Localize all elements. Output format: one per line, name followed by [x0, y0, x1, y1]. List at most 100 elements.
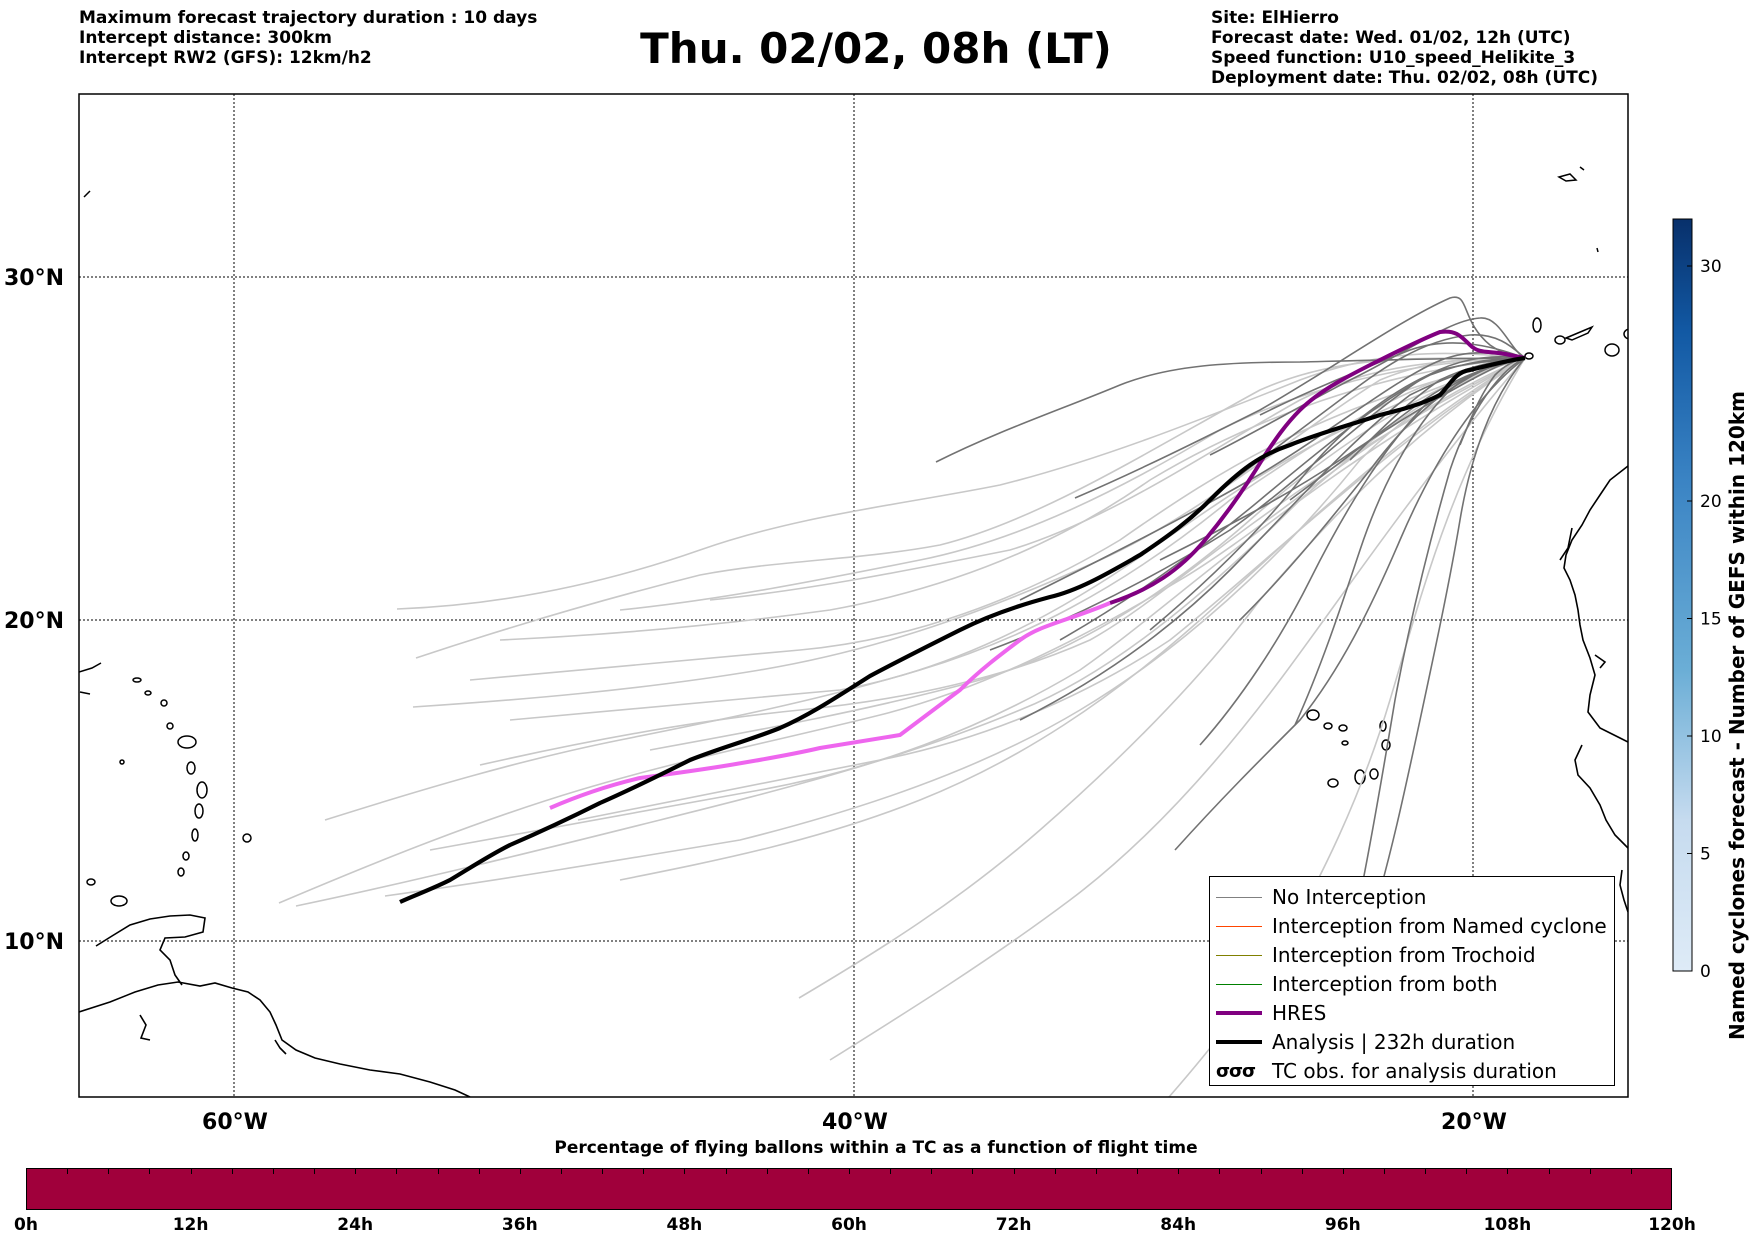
- flight-time-minor-tick: [643, 1169, 645, 1174]
- coastlines: [79, 465, 1628, 1097]
- intercept-rw2-text: Intercept RW2 (GFS): 12km/h2: [79, 48, 372, 68]
- hres-trajectory: [549, 601, 1111, 810]
- max-duration-text: Maximum forecast trajectory duration : 1…: [79, 8, 538, 28]
- flight-time-minor-tick: [1178, 1169, 1180, 1174]
- flight-time-minor-tick: [1260, 1169, 1262, 1174]
- flight-time-tick-label: 0h: [14, 1215, 38, 1235]
- ensemble-trajectories-light: [278, 352, 1526, 1097]
- legend-label: TC obs. for analysis duration: [1272, 1059, 1557, 1083]
- lon-label-60w: 60°W: [202, 1110, 268, 1135]
- page-title: Thu. 02/02, 08h (LT): [640, 24, 1112, 73]
- legend-item-both: Interception from both: [1210, 970, 1614, 999]
- flight-time-minor-tick: [560, 1169, 562, 1174]
- site-text: Site: ElHierro: [1211, 8, 1339, 28]
- flight-bar-title: Percentage of flying ballons within a TC…: [554, 1138, 1198, 1158]
- flight-time-minor-tick: [149, 1169, 151, 1174]
- flight-time-minor-tick: [190, 1169, 192, 1174]
- flight-time-minor-tick: [1589, 1169, 1591, 1174]
- legend-swatch: [1216, 897, 1262, 898]
- header-info-right: Site: ElHierro Forecast date: Wed. 01/02…: [1211, 8, 1598, 88]
- flight-time-tick-label: 108h: [1483, 1215, 1532, 1235]
- flight-time-minor-tick: [1137, 1169, 1139, 1174]
- flight-time-tick-label: 12h: [172, 1215, 209, 1235]
- flight-time-minor-tick: [1342, 1169, 1344, 1174]
- colorbar-tick-label: 30: [1700, 257, 1722, 277]
- flight-time-minor-tick: [602, 1169, 604, 1174]
- deployment-date-text: Deployment date: Thu. 02/02, 08h (UTC): [1211, 68, 1598, 88]
- flight-time-minor-tick: [67, 1169, 69, 1174]
- flight-time-minor-tick: [1219, 1169, 1221, 1174]
- map-frame: [78, 93, 1629, 1098]
- speed-function-text: Speed function: U10_speed_Helikite_3: [1211, 48, 1576, 68]
- lat-label-30n: 30°N: [4, 266, 64, 291]
- flight-time-minor-tick: [478, 1169, 480, 1174]
- flight-time-minor-tick: [519, 1169, 521, 1174]
- legend-label: No Interception: [1272, 885, 1427, 909]
- header-info-left: Maximum forecast trajectory duration : 1…: [79, 8, 537, 68]
- flight-time-minor-tick: [684, 1169, 686, 1174]
- flight-time-minor-tick: [396, 1169, 398, 1174]
- flight-time-minor-tick: [1630, 1169, 1632, 1174]
- intercept-distance-text: Intercept distance: 300km: [79, 28, 332, 48]
- legend-item-hres: HRES: [1210, 999, 1614, 1028]
- flight-time-minor-tick: [1507, 1169, 1509, 1174]
- lon-label-20w: 20°W: [1441, 1110, 1507, 1135]
- legend-label: Interception from both: [1272, 972, 1498, 996]
- flight-time-minor-tick: [931, 1169, 933, 1174]
- flight-time-minor-tick: [355, 1169, 357, 1174]
- legend-label: Analysis | 232h duration: [1272, 1030, 1516, 1054]
- lat-labels: 30°N 20°N 10°N: [4, 266, 64, 955]
- lat-label-20n: 20°N: [4, 609, 64, 634]
- colorbar-tick-label: 15: [1700, 610, 1722, 630]
- legend-swatch: [1216, 926, 1262, 927]
- legend-item-named-cyclone: Interception from Named cyclone: [1210, 912, 1614, 941]
- colorbar-tick-label: 20: [1700, 492, 1722, 512]
- legend-item-trochoid: Interception from Trochoid: [1210, 941, 1614, 970]
- legend-item-tc-obs: σσσ TC obs. for analysis duration: [1210, 1057, 1614, 1086]
- flight-time-tick-label: 24h: [337, 1215, 374, 1235]
- flight-time-minor-tick: [1013, 1169, 1015, 1174]
- tc-obs-icon: σσσ: [1216, 1061, 1256, 1082]
- flight-time-minor-tick: [766, 1169, 768, 1174]
- analysis-trajectory: [399, 355, 1526, 904]
- legend-label: Interception from Named cyclone: [1272, 914, 1607, 938]
- flight-time-minor-tick: [807, 1169, 809, 1174]
- flight-time-minor-tick: [890, 1169, 892, 1174]
- flight-time-tick-label: 72h: [995, 1215, 1032, 1235]
- colorbar-tick-label: 0: [1700, 962, 1711, 982]
- ensemble-trajectories-dark: [935, 296, 1526, 923]
- flight-time-tick-label: 36h: [501, 1215, 538, 1235]
- legend-swatch: [1216, 955, 1262, 956]
- flight-time-minor-tick: [314, 1169, 316, 1174]
- cyclone-colorbar: [1672, 218, 1693, 972]
- colorbar-tick-label: 10: [1700, 727, 1722, 747]
- colorbar-tick-label: 5: [1700, 845, 1711, 865]
- flight-time-minor-tick: [1466, 1169, 1468, 1174]
- flight-time-tick-label: 48h: [666, 1215, 703, 1235]
- flight-time-bar: [26, 1168, 1672, 1210]
- flight-time-minor-tick: [1301, 1169, 1303, 1174]
- flight-time-minor-tick: [1383, 1169, 1385, 1174]
- legend-item-no-interception: No Interception: [1210, 883, 1614, 912]
- flight-time-tick-label: 96h: [1324, 1215, 1361, 1235]
- flight-time-tick-label: 120h: [1648, 1215, 1696, 1235]
- graticule: [79, 94, 1628, 1097]
- flight-time-minor-tick: [231, 1169, 233, 1174]
- flight-time-minor-tick: [108, 1169, 110, 1174]
- flight-time-minor-tick: [849, 1169, 850, 1174]
- flight-time-minor-tick: [437, 1169, 439, 1174]
- legend-swatch: [1216, 984, 1262, 985]
- flight-time-minor-tick: [725, 1169, 727, 1174]
- flight-time-minor-tick: [1425, 1169, 1427, 1174]
- legend: No Interception Interception from Named …: [1209, 876, 1615, 1086]
- flight-time-minor-tick: [1054, 1169, 1056, 1174]
- legend-swatch: [1216, 1011, 1262, 1015]
- islands: [79, 166, 1628, 907]
- flight-time-tick-label: 84h: [1160, 1215, 1197, 1235]
- hres-trajectory-early: [1109, 329, 1526, 605]
- flight-time-minor-tick: [1095, 1169, 1097, 1174]
- legend-swatch: [1216, 1040, 1262, 1044]
- colorbar-title: Named cyclones forecast - Number of GEFS…: [1725, 391, 1749, 1040]
- lon-labels: 60°W 40°W 20°W: [202, 1110, 1507, 1135]
